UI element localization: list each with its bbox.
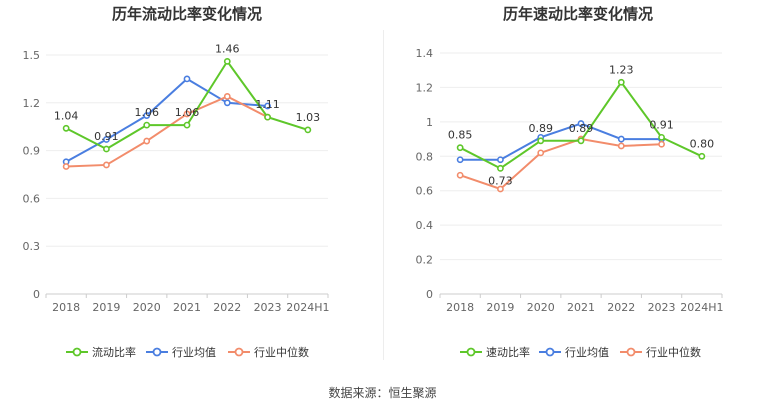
- chart-1: 历年流动比率变化情况 0 0.3 0.6 0.9 1.2 1.5 2018 2019 2020 20…: [23, 5, 330, 359]
- data-point: [103, 161, 110, 169]
- data-point: [456, 171, 464, 179]
- data-point: [183, 121, 191, 129]
- data-point: [103, 145, 110, 153]
- y-tick-label: 0.3: [23, 240, 41, 253]
- data-point: [497, 185, 504, 193]
- y-tick-label: 0.6: [23, 192, 41, 205]
- y-tick-label: 0: [33, 288, 40, 301]
- data-label: 0.85: [448, 129, 473, 142]
- data-point: [617, 135, 625, 143]
- data-label: 1.11: [255, 98, 280, 111]
- legend-marker: [152, 347, 162, 357]
- x-tick-label: 2018: [52, 301, 80, 314]
- data-label: 1.06: [175, 106, 200, 119]
- data-point: [223, 57, 231, 65]
- series-line-2: [65, 77, 268, 163]
- x-tick-label: 2020: [527, 301, 555, 314]
- data-label: 1.06: [134, 106, 159, 119]
- x-tick-label: 2021: [173, 301, 201, 314]
- data-label: 0.91: [94, 130, 119, 143]
- x-tick-label: 2023: [648, 301, 676, 314]
- y-tick-label: 1.5: [23, 49, 41, 62]
- data-label: 0.80: [690, 137, 715, 150]
- series-line-3: [459, 138, 662, 191]
- x-tick-label: 2022: [213, 301, 241, 314]
- legend-label: 流动比率: [92, 345, 136, 359]
- data-point: [103, 136, 110, 143]
- y-tick-label: 0.2: [416, 254, 434, 267]
- chart-2: 历年速动比率变化情况 0 0.2 0.4 0.6 0.8 1 1.2 1.4 2018 2019 20…: [416, 5, 724, 359]
- data-label: 1.23: [609, 63, 634, 76]
- data-point: [183, 75, 191, 83]
- series-line-3: [66, 95, 269, 168]
- data-point: [497, 156, 504, 164]
- y-tick-label: 0.6: [416, 185, 434, 198]
- data-point: [304, 126, 312, 134]
- legend-marker: [234, 347, 244, 357]
- data-label: 0.89: [569, 122, 594, 135]
- data-point: [617, 142, 625, 150]
- x-tick-label: 2023: [254, 301, 282, 314]
- x-tick-label: 2018: [446, 301, 474, 314]
- chart-title: 历年速动比率变化情况: [503, 5, 653, 23]
- data-point: [577, 137, 585, 145]
- legend-marker: [72, 347, 82, 357]
- y-tick-label: 0: [426, 288, 433, 301]
- legend-label: 行业中位数: [646, 345, 701, 359]
- data-point: [658, 133, 665, 141]
- x-tick-label: 2019: [92, 301, 120, 314]
- data-point: [698, 152, 706, 160]
- data-point: [456, 156, 464, 164]
- y-tick-label: 1.2: [23, 97, 41, 110]
- data-point: [143, 112, 151, 119]
- legend-label: 行业中位数: [254, 345, 309, 359]
- panel-divider: [383, 30, 384, 360]
- data-point: [537, 137, 545, 145]
- data-point: [183, 110, 191, 118]
- chart-title: 历年流动比率变化情况: [112, 5, 262, 23]
- data-source: 数据来源：恒生聚源: [328, 386, 437, 400]
- y-tick-label: 0.9: [23, 145, 41, 158]
- legend-label: 行业均值: [172, 346, 216, 359]
- data-point: [456, 144, 464, 152]
- data-point: [264, 113, 271, 121]
- data-label: 1.46: [215, 42, 240, 55]
- data-point: [537, 149, 545, 157]
- data-label: 1.04: [54, 109, 79, 122]
- x-tick-label: 2021: [567, 301, 595, 314]
- y-tick-label: 1.2: [416, 81, 434, 94]
- y-tick-label: 1.4: [416, 47, 434, 60]
- series-line-2: [460, 122, 662, 161]
- x-tick-label: 2024H1: [286, 301, 329, 314]
- y-tick-label: 1: [426, 116, 433, 129]
- legend-label: 速动比率: [486, 345, 530, 359]
- data-point: [223, 99, 231, 107]
- data-label: 0.73: [488, 174, 513, 187]
- x-tick-label: 2022: [607, 301, 635, 314]
- x-tick-label: 2019: [486, 301, 514, 314]
- data-point: [62, 163, 70, 170]
- data-point: [617, 78, 625, 86]
- data-label: 0.89: [528, 122, 553, 135]
- data-point: [143, 137, 151, 145]
- x-tick-label: 2024H1: [680, 301, 723, 314]
- x-tick-label: 2020: [133, 301, 161, 314]
- y-tick-label: 0.8: [416, 150, 434, 163]
- data-point: [497, 164, 504, 172]
- data-point: [264, 102, 271, 110]
- data-point: [143, 121, 151, 129]
- data-point: [223, 93, 231, 100]
- data-point: [62, 124, 70, 132]
- data-label: 0.91: [649, 118, 674, 131]
- legend-marker: [466, 347, 476, 357]
- data-label: 1.03: [296, 111, 321, 124]
- data-point: [658, 140, 665, 148]
- legend-label: 行业均值: [565, 346, 609, 359]
- data-point: [577, 120, 585, 127]
- legend-marker: [545, 347, 555, 357]
- y-tick-label: 0.4: [416, 219, 434, 232]
- legend-marker: [626, 347, 636, 357]
